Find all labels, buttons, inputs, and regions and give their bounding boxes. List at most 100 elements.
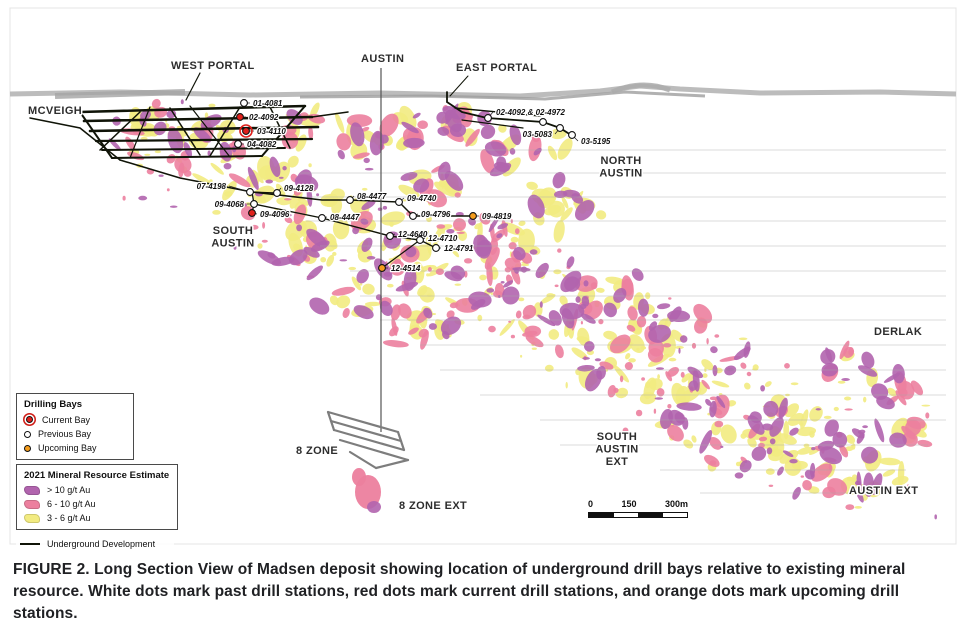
mineral-blob	[782, 450, 794, 458]
mineral-blob	[306, 265, 323, 281]
drill-station-dot-previous	[246, 188, 254, 196]
mineral-blob	[653, 408, 657, 414]
mineral-blob	[574, 200, 595, 221]
drill-station-dot-previous	[234, 140, 242, 148]
mineral-blob	[352, 227, 359, 235]
zone-label: 8 ZONE EXT	[399, 500, 467, 512]
mineral-blob	[825, 347, 833, 362]
mineral-blob	[465, 128, 480, 147]
mineral-blob	[122, 195, 126, 201]
legend-resource-box: 2021 Mineral Resource Estimate > 10 g/t …	[16, 464, 178, 530]
mineral-blob	[464, 258, 473, 264]
mineral-blob	[557, 248, 562, 253]
mineral-blob	[628, 358, 636, 363]
zone-label: AUSTIN	[599, 168, 642, 180]
mineral-blob	[484, 247, 500, 270]
mineral-blob	[832, 431, 848, 448]
figure-caption: FIGURE 2. Long Section View of Madsen de…	[0, 545, 966, 625]
mineral-blob	[667, 424, 684, 442]
underground-development-lines	[29, 68, 572, 470]
mineral-blob	[166, 188, 170, 192]
mineral-blob	[479, 274, 487, 281]
long-section-svg: 01-4081 02-4092 03-4110 04-4082 07-4198 09-41…	[9, 7, 957, 545]
mineral-blob	[709, 460, 717, 466]
mineral-blob	[522, 314, 531, 320]
mineral-blob	[518, 297, 525, 302]
mineral-blob	[366, 255, 376, 260]
mineral-blob	[362, 283, 375, 295]
mineral-blob	[503, 280, 514, 288]
current-bay-ring	[239, 124, 253, 138]
zone-label: AUSTIN EXT	[849, 485, 918, 497]
mineral-blob	[639, 392, 657, 405]
mineral-blob	[419, 286, 435, 303]
mineral-blob	[499, 319, 515, 336]
mineral-blob	[784, 363, 790, 369]
mineral-blob	[712, 365, 718, 377]
mineral-blob	[657, 374, 660, 380]
surface-topography	[9, 82, 957, 101]
development-drift	[381, 239, 421, 269]
mineral-blob	[509, 124, 522, 146]
mineral-blob	[393, 258, 402, 266]
mineral-blob	[401, 121, 419, 134]
mineral-blob	[336, 133, 352, 151]
mineral-blob	[262, 222, 266, 229]
mineral-blob	[810, 463, 833, 482]
mineral-blob	[693, 303, 713, 324]
mineral-blob	[654, 397, 663, 400]
development-drift	[251, 191, 278, 194]
mineral-blob	[861, 351, 875, 369]
mineral-blob	[683, 439, 694, 449]
legend-item-grade-high: > 10 g/t Au	[24, 485, 170, 495]
mineral-blob	[207, 150, 211, 156]
mineral-blob	[844, 408, 853, 411]
mineral-blob	[265, 179, 274, 184]
mineral-blob	[679, 335, 688, 343]
mineral-blob	[484, 141, 507, 157]
mineral-blob	[576, 336, 590, 343]
topography-line	[299, 90, 706, 101]
drill-station-label: 09-4796	[421, 210, 451, 219]
mineral-blob	[427, 267, 432, 272]
mineral-blob	[539, 301, 543, 308]
mineral-blob	[640, 346, 647, 350]
mineral-blob	[337, 149, 345, 160]
mineral-blob	[699, 430, 713, 454]
mineral-blob	[580, 313, 596, 324]
zone-label: AUSTIN	[211, 238, 254, 250]
mineral-blob	[548, 200, 565, 218]
drill-station-label: 03-4110	[257, 127, 286, 136]
mineral-blob	[559, 295, 568, 306]
mineral-blob	[350, 197, 370, 216]
mineral-blob	[778, 397, 788, 419]
mineral-blob	[701, 359, 714, 371]
scale-bar-ruler	[588, 512, 688, 518]
mineral-blob	[841, 378, 850, 381]
mineral-blob	[846, 434, 856, 444]
zone8-development-drift	[329, 419, 403, 443]
mineral-blob	[553, 220, 565, 243]
mineral-blob	[281, 131, 299, 150]
mineral-blob	[428, 323, 437, 330]
mineral-blob	[525, 335, 544, 348]
mineral-blob	[285, 213, 292, 217]
mineral-blob	[471, 299, 486, 310]
mineral-blob	[861, 446, 879, 464]
legend-item-previous-bay: Previous Bay	[24, 429, 126, 439]
legend-item-grade-low: 3 - 6 g/t Au	[24, 513, 170, 523]
grade-high-swatch-icon	[24, 485, 40, 495]
mineral-blob	[709, 436, 722, 450]
mineral-blob	[476, 239, 492, 257]
mineral-blob	[348, 266, 357, 271]
mineral-blob	[557, 138, 573, 160]
mineral-blob	[637, 298, 650, 317]
mineral-blob	[709, 396, 718, 401]
mineral-blob	[526, 181, 538, 190]
development-drift	[349, 199, 474, 217]
mineral-blob	[254, 100, 261, 104]
mineral-blob	[212, 210, 221, 215]
mineral-blob	[361, 126, 370, 132]
mineral-blob	[178, 162, 185, 178]
mineral-blob	[746, 371, 752, 377]
